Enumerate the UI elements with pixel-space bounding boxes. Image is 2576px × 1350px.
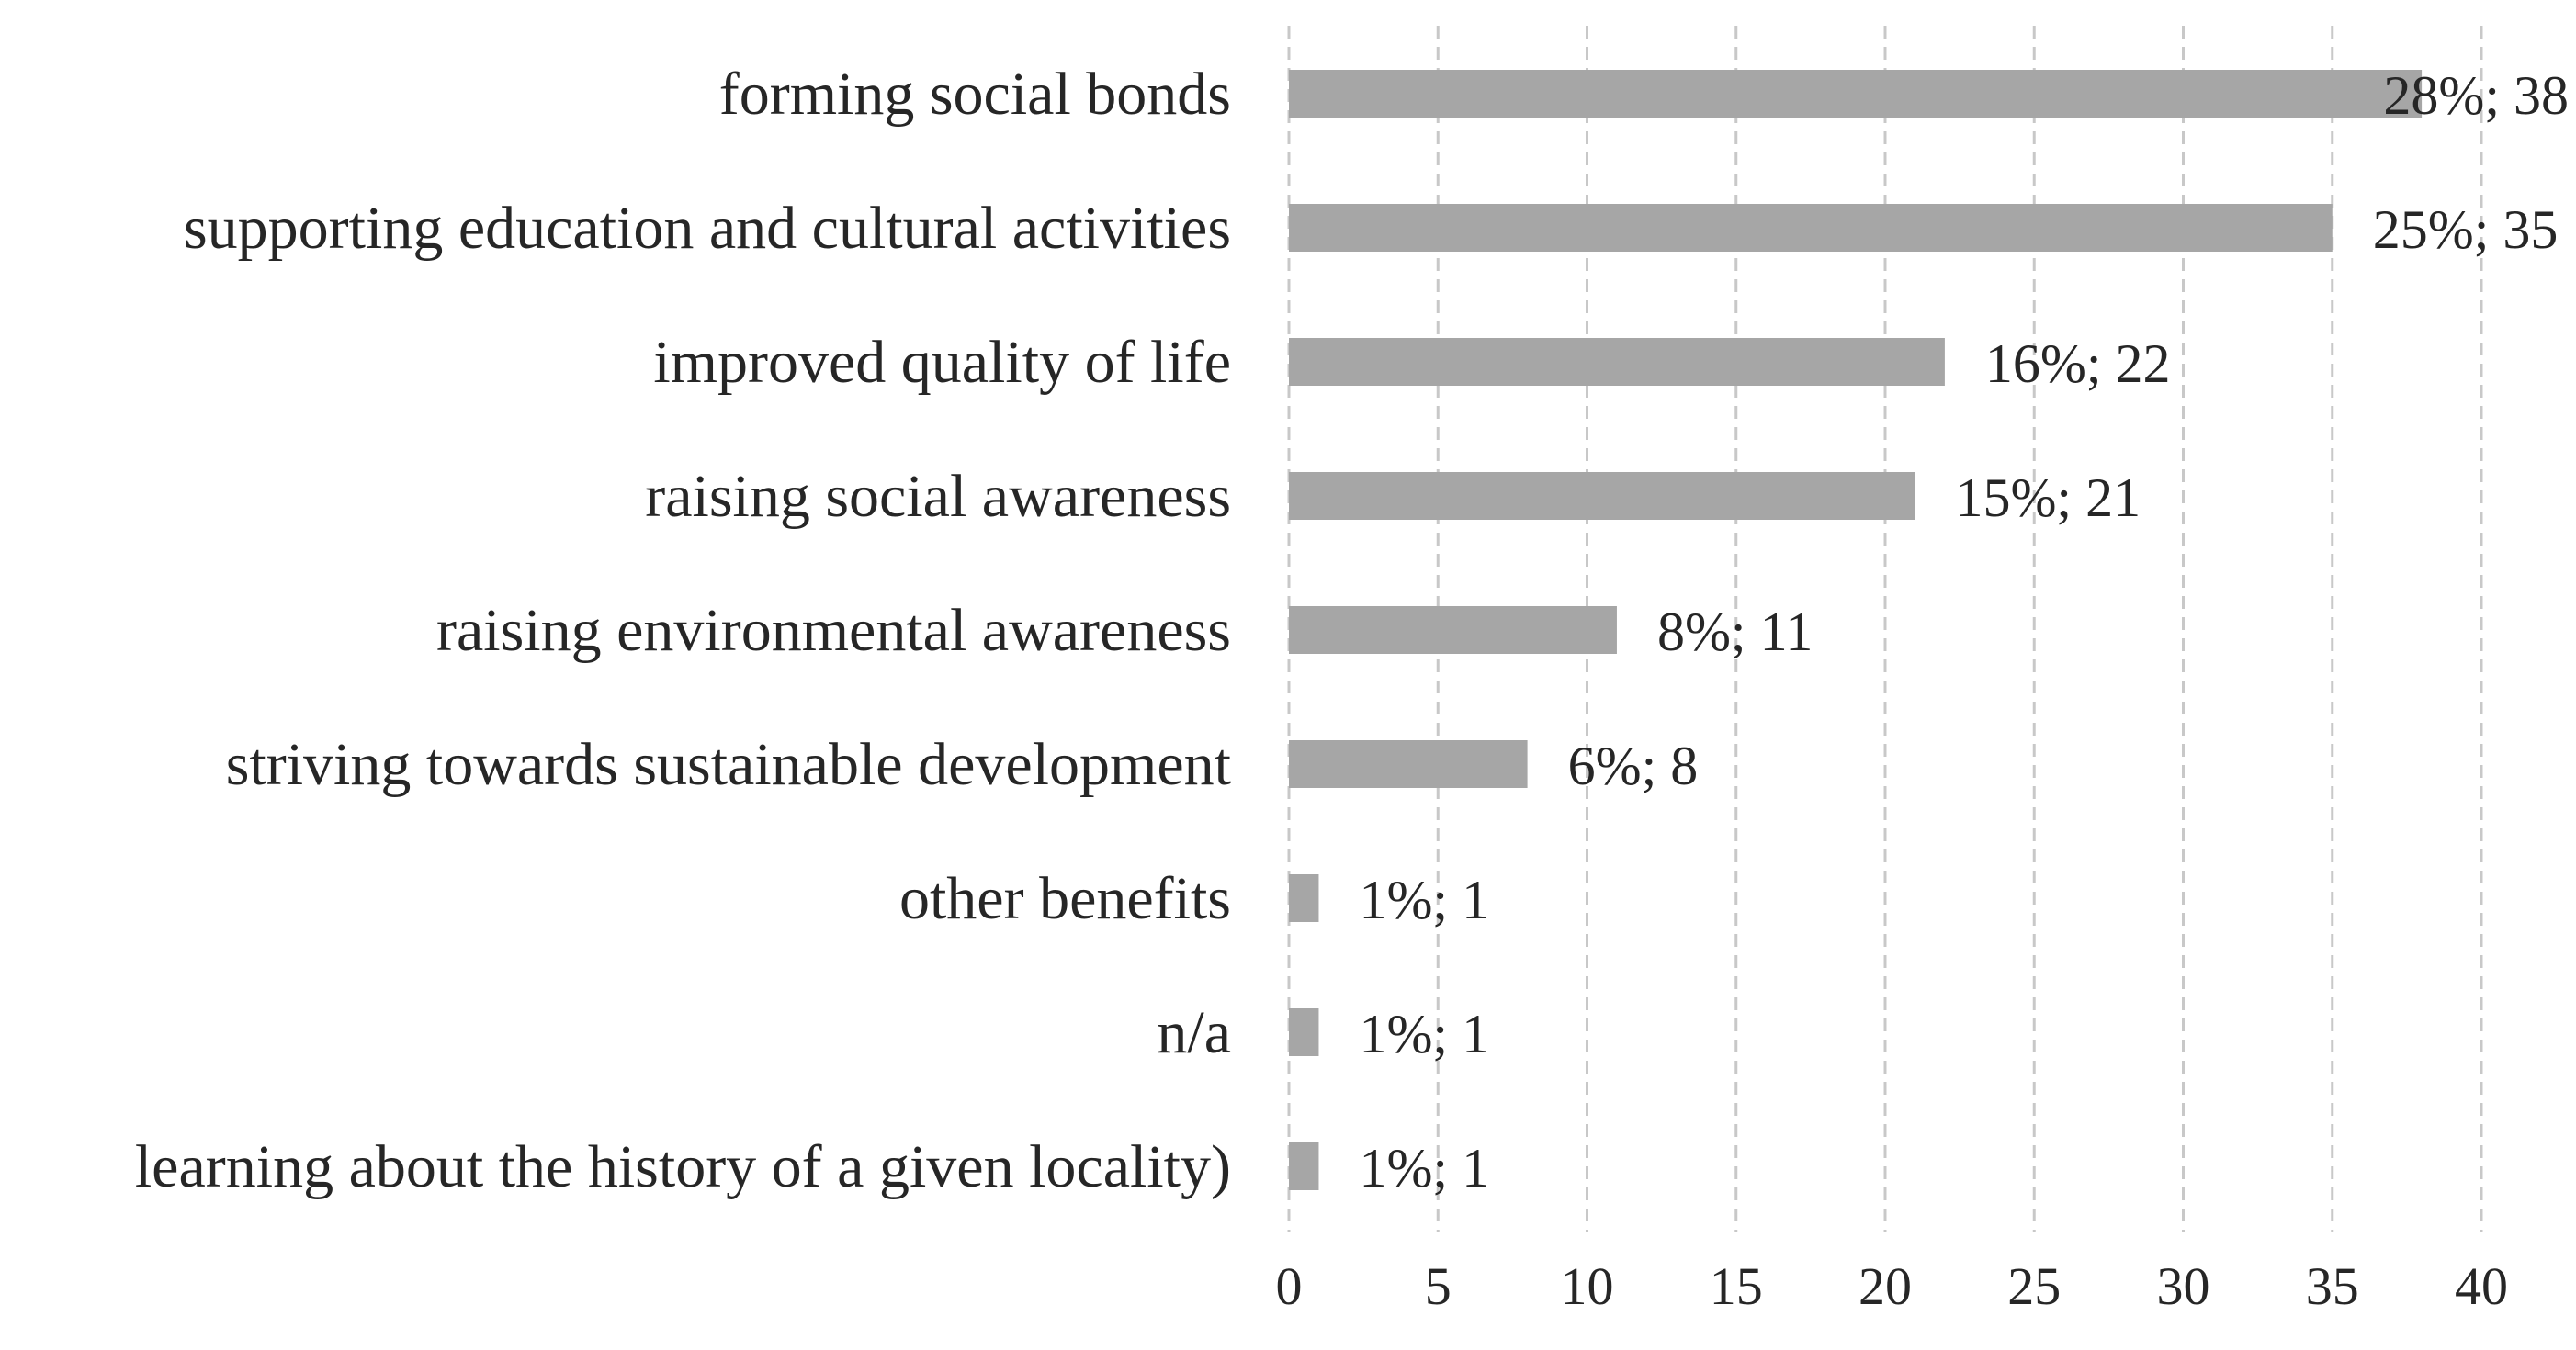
data-label: 25%; 35 <box>2373 199 2559 260</box>
category-label: raising social awareness <box>645 463 1231 530</box>
data-label: 1%; 1 <box>1359 870 1489 930</box>
x-tick-label: 35 <box>2306 1256 2359 1316</box>
bar <box>1289 204 2333 252</box>
bar <box>1289 1008 1319 1056</box>
bar <box>1289 740 1528 788</box>
category-label: improved quality of life <box>653 329 1231 396</box>
data-label: 16%; 22 <box>1985 333 2171 394</box>
bar <box>1289 472 1915 520</box>
data-label: 6%; 8 <box>1568 736 1699 796</box>
data-label: 1%; 1 <box>1359 1004 1489 1064</box>
x-tick-label: 20 <box>1859 1256 1912 1316</box>
category-label: supporting education and cultural activi… <box>184 195 1231 262</box>
bar <box>1289 1142 1319 1190</box>
category-label: striving towards sustainable development <box>226 731 1231 798</box>
category-label: forming social bonds <box>719 61 1231 128</box>
x-tick-label: 5 <box>1425 1256 1452 1316</box>
x-tick-label: 40 <box>2455 1256 2508 1316</box>
x-tick-label: 0 <box>1276 1256 1303 1316</box>
x-axis-tick-labels: 0 5 10 15 20 25 30 35 40 <box>1276 1256 2509 1316</box>
category-label: learning about the history of a given lo… <box>135 1133 1231 1200</box>
data-labels: 28%; 38 25%; 35 16%; 22 15%; 21 8%; 11 6%; 8 1… <box>1359 65 2569 1198</box>
bar <box>1289 338 1945 386</box>
data-label: 15%; 21 <box>1955 467 2141 528</box>
x-tick-label: 15 <box>1710 1256 1763 1316</box>
data-label: 28%; 38 <box>2383 65 2569 126</box>
category-labels: forming social bonds supporting education… <box>135 61 1231 1200</box>
data-label: 1%; 1 <box>1359 1138 1489 1198</box>
category-label: raising environmental awareness <box>436 597 1231 664</box>
x-tick-label: 25 <box>2007 1256 2061 1316</box>
bar <box>1289 874 1319 922</box>
data-label: 8%; 11 <box>1657 602 1813 662</box>
category-label: n/a <box>1157 999 1231 1066</box>
x-tick-label: 10 <box>1561 1256 1614 1316</box>
category-label: other benefits <box>899 865 1231 932</box>
x-tick-label: 30 <box>2157 1256 2210 1316</box>
bar <box>1289 606 1617 654</box>
bar <box>1289 70 2423 118</box>
bars <box>1289 70 2423 1190</box>
